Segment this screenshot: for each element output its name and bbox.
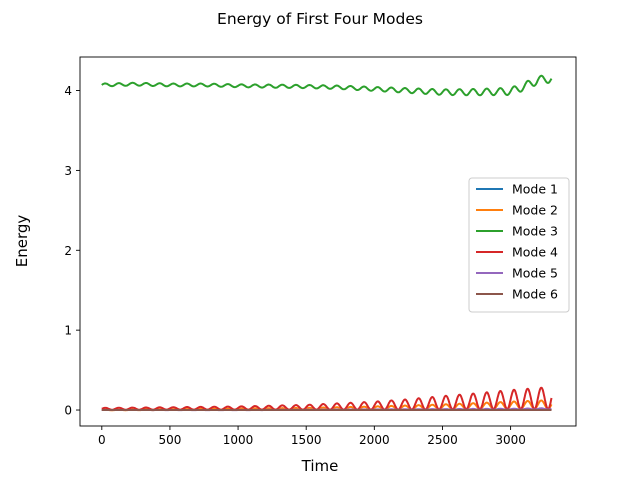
legend-label: Mode 2 — [512, 203, 558, 218]
y-tick-label: 4 — [64, 84, 72, 98]
legend-label: Mode 5 — [512, 266, 558, 281]
y-tick-label: 2 — [64, 244, 72, 258]
x-tick-label: 3000 — [495, 433, 526, 447]
axis-ticks: 0 500 1000 1500 2000 2500 3000 0 1 2 3 4 — [64, 84, 526, 447]
series-line-mode-4 — [101, 386, 553, 411]
y-axis-title: Energy — [13, 215, 31, 268]
x-axis-title: Time — [301, 457, 339, 475]
plot-area-frame — [79, 56, 577, 427]
legend-label: Mode 6 — [512, 287, 558, 302]
series-layer — [101, 74, 553, 412]
legend: Mode 1 Mode 2 Mode 3 Mode 4 Mode 5 Mode 6 — [468, 177, 570, 313]
y-tick-label: 1 — [64, 324, 72, 338]
series-line-mode-3 — [101, 74, 553, 97]
x-tick-label: 1000 — [223, 433, 254, 447]
x-tick-label: 2000 — [359, 433, 390, 447]
y-tick-label: 3 — [64, 164, 72, 178]
x-tick-label: 500 — [158, 433, 181, 447]
legend-label: Mode 3 — [512, 224, 558, 239]
y-tick-label: 0 — [64, 404, 72, 418]
chart-title: Energy of First Four Modes — [217, 10, 423, 28]
legend-box — [468, 177, 570, 313]
legend-label: Mode 4 — [512, 245, 558, 260]
x-tick-label: 1500 — [291, 433, 322, 447]
x-tick-label: 0 — [98, 433, 106, 447]
x-tick-label: 2500 — [427, 433, 458, 447]
legend-label: Mode 1 — [512, 182, 558, 197]
